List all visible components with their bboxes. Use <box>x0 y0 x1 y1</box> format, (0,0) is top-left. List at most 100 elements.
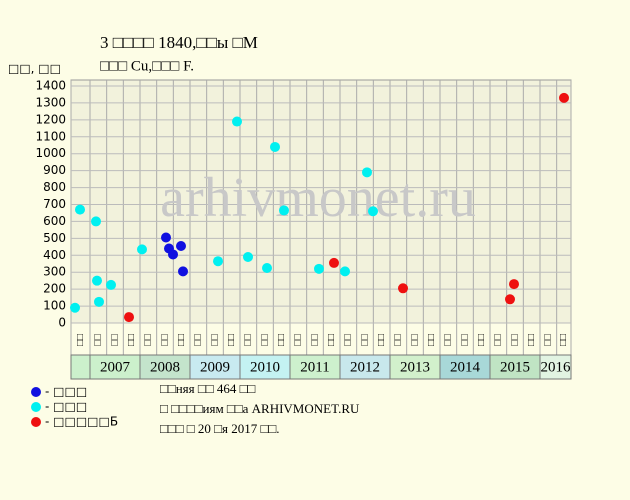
point <box>279 205 289 216</box>
point <box>368 206 378 217</box>
point <box>168 249 178 260</box>
column-label: □□ <box>393 334 404 346</box>
year-band <box>239 354 291 380</box>
year-band <box>489 354 541 380</box>
point <box>232 116 242 127</box>
point <box>243 251 253 262</box>
y-tick-label: 800 <box>43 180 66 194</box>
year-label: 2014 <box>450 359 481 375</box>
point <box>70 302 80 313</box>
point <box>75 204 85 215</box>
column-label: □□ <box>276 334 287 346</box>
y-tick-label: 1100 <box>35 129 66 143</box>
year-label: 2009 <box>200 359 230 375</box>
year-label: 2010 <box>250 359 280 375</box>
column-label: □□ <box>293 334 304 346</box>
column-label: □□ <box>159 334 170 346</box>
y-tick-label: 1300 <box>35 95 66 109</box>
column-label: □□ <box>326 334 337 346</box>
column-label: □□ <box>143 334 154 346</box>
legend-marker <box>31 417 41 427</box>
note: □ □□□□иям □□а ARHIVMONET.RU <box>160 401 360 416</box>
column-label: □□ <box>493 334 504 346</box>
column-label: □□ <box>376 334 387 346</box>
column-label: □□ <box>509 334 520 346</box>
point <box>270 141 280 152</box>
point <box>329 257 339 268</box>
year-band <box>70 354 91 380</box>
point <box>106 279 116 290</box>
column-label: □□ <box>426 334 437 346</box>
legend-marker <box>31 387 41 397</box>
note: □□няя □□ 464 □□ <box>160 381 255 396</box>
column-label: □□ <box>526 334 537 346</box>
point <box>178 266 188 277</box>
column-label: □□ <box>459 334 470 346</box>
column-label: □□ <box>343 334 354 346</box>
y-tick-label: 100 <box>43 299 66 313</box>
y-tick-label: 1400 <box>35 79 66 93</box>
legend-label: - □□□ <box>45 385 87 399</box>
legend-marker <box>31 402 41 412</box>
column-label: □□ <box>109 334 120 346</box>
year-label: 2015 <box>500 359 530 375</box>
column-label: □□ <box>309 334 320 346</box>
year-label: 2007 <box>100 359 131 375</box>
column-label: □□ <box>209 334 220 346</box>
y-tick-label: 200 <box>43 282 66 296</box>
point <box>398 283 408 294</box>
year-label: 2011 <box>300 359 329 375</box>
y-tick-label: 900 <box>43 163 66 177</box>
point <box>340 266 350 277</box>
column-label: □□ <box>193 334 204 346</box>
year-label: 2016 <box>541 359 572 375</box>
y-tick-label: 300 <box>43 265 66 279</box>
chart-title: 3 □□□□ 1840,□□ы □М <box>100 33 258 52</box>
point <box>124 312 134 323</box>
note: □□□ □ 20 □я 2017 □□. <box>160 421 279 436</box>
column-label: □□ <box>259 334 270 346</box>
year-band <box>539 354 572 380</box>
legend-label: - □□□ <box>45 400 87 414</box>
column-label: □□ <box>226 334 237 346</box>
y-tick-label: 1000 <box>35 146 66 160</box>
y-tick-label: 400 <box>43 248 66 262</box>
point <box>509 279 519 290</box>
legend-label: - □□□□□Б <box>45 415 118 429</box>
point <box>213 256 223 267</box>
year-band <box>189 354 241 380</box>
column-label: □□ <box>176 334 187 346</box>
column-label: □□ <box>558 334 569 346</box>
point <box>92 275 102 286</box>
column-label: □□ <box>93 334 104 346</box>
point <box>314 263 324 274</box>
point <box>262 262 272 273</box>
column-label: □□ <box>126 334 137 346</box>
point <box>362 167 372 178</box>
year-band <box>389 354 441 380</box>
column-label: □□ <box>243 334 254 346</box>
y-tick-label: 700 <box>43 197 66 211</box>
year-band <box>89 354 141 380</box>
year-label: 2013 <box>400 359 430 375</box>
point <box>176 240 186 251</box>
y-tick-label: 500 <box>43 231 66 245</box>
point <box>94 296 104 307</box>
y-axis-label: □□, □□ <box>8 62 61 76</box>
column-label: □□ <box>476 334 487 346</box>
column-label: □□ <box>359 334 370 346</box>
column-label: □□ <box>409 334 420 346</box>
column-label: □□ <box>75 334 86 346</box>
point <box>137 244 147 255</box>
point <box>559 92 569 103</box>
year-band <box>339 354 391 380</box>
watermark: arhivmonet.ru <box>160 167 476 229</box>
year-label: 2008 <box>150 359 180 375</box>
y-tick-label: 0 <box>58 316 66 330</box>
y-tick-label: 600 <box>43 214 66 228</box>
year-label: 2012 <box>350 359 380 375</box>
point <box>505 294 515 305</box>
y-tick-label: 1200 <box>35 112 66 126</box>
plot-area <box>70 79 572 324</box>
